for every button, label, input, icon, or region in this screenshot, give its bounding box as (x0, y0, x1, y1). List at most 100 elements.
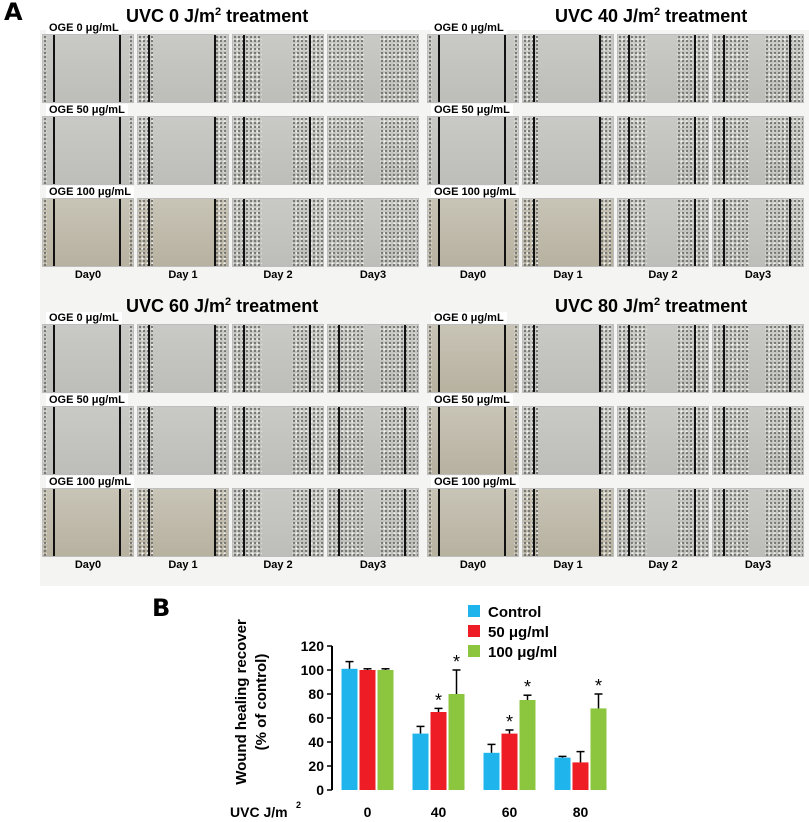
row-label: OGE 100 μg/mL (431, 186, 519, 198)
scratch-boundary-line (243, 117, 245, 184)
scratch-boundary-line (694, 199, 696, 266)
micrograph (712, 324, 804, 393)
significance-star: * (435, 690, 442, 710)
scratch-boundary-line (309, 325, 311, 392)
scratch-boundary-line (214, 35, 216, 102)
micrograph (232, 488, 324, 557)
quadrant-1: UVC 40 J/m2 treatment OGE 0 μg/mL OGE 50 μ… (425, 6, 808, 281)
micrograph (137, 324, 229, 393)
scratch-boundary-line (694, 489, 696, 556)
quadrant-2: UVC 60 J/m2 treatment OGE 0 μg/mL OGE 50 μ… (40, 296, 423, 571)
scratch-boundary-line (148, 35, 150, 102)
scratch-boundary-line (214, 117, 216, 184)
x-axis-label-sup: 2 (296, 800, 301, 810)
scratch-boundary-line (628, 325, 630, 392)
scratch-boundary-line (723, 35, 725, 102)
micrograph (427, 488, 519, 557)
micrograph (617, 324, 709, 393)
significance-star: * (453, 652, 460, 672)
scratch-boundary-line (214, 325, 216, 392)
day-label: Day 1 (168, 559, 198, 571)
y-tick-label: 100 (301, 662, 325, 678)
y-axis-label-units: (% of control) (253, 654, 270, 751)
micrograph (327, 488, 419, 557)
scratch-boundary-line (404, 407, 406, 474)
scratch-boundary-line (404, 489, 406, 556)
bar-100-g-ml (590, 708, 607, 790)
day-label: Day0 (459, 269, 487, 281)
day-label: Day3 (359, 559, 387, 571)
micrograph (42, 406, 134, 475)
micrograph (617, 34, 709, 103)
micrograph (522, 34, 614, 103)
row-label: OGE 0 μg/mL (46, 22, 122, 34)
scratch-boundary-line (119, 117, 121, 184)
day-label: Day0 (74, 559, 102, 571)
micrograph (137, 198, 229, 267)
quadrant-title: UVC 80 J/m2 treatment (555, 296, 748, 316)
row-label: OGE 50 μg/mL (431, 394, 513, 406)
scratch-boundary-line (789, 325, 791, 392)
scratch-boundary-line (694, 407, 696, 474)
micrograph (327, 116, 419, 185)
scratch-boundary-line (789, 117, 791, 184)
scratch-boundary-line (533, 117, 535, 184)
bar-100-g-ml (519, 700, 536, 790)
micrograph (327, 324, 419, 393)
micrograph (617, 116, 709, 185)
micrograph (327, 406, 419, 475)
micrograph (712, 406, 804, 475)
bar-control (554, 757, 571, 790)
scratch-boundary-line (148, 325, 150, 392)
day-label: Day3 (744, 269, 772, 281)
scratch-boundary-line (119, 407, 121, 474)
y-axis-label: Wound healing recover (233, 619, 250, 785)
micrograph (137, 34, 229, 103)
day-label: Day0 (459, 559, 487, 571)
x-tick-label: 60 (502, 804, 518, 820)
scratch-boundary-line (338, 489, 340, 556)
micrograph (712, 198, 804, 267)
micrograph (42, 34, 134, 103)
micrograph (42, 198, 134, 267)
micrograph (232, 324, 324, 393)
panel-a-label: A (4, 0, 23, 26)
significance-star: * (524, 677, 531, 697)
bar-50-g-ml (572, 762, 589, 790)
scratch-boundary-line (243, 407, 245, 474)
day-label: Day0 (74, 269, 102, 281)
legend-label: Control (488, 604, 541, 621)
scratch-boundary-line (309, 489, 311, 556)
bar-100-g-ml (448, 694, 465, 790)
scratch-boundary-line (628, 199, 630, 266)
y-tick-label: 20 (308, 758, 324, 774)
micrograph (137, 116, 229, 185)
row-label: OGE 0 μg/mL (431, 22, 507, 34)
scratch-boundary-line (404, 325, 406, 392)
scratch-boundary-line (628, 489, 630, 556)
scratch-boundary-line (599, 489, 601, 556)
y-tick-label: 0 (316, 782, 324, 798)
micrograph (427, 116, 519, 185)
scratch-boundary-line (723, 199, 725, 266)
bar-50-g-ml (501, 733, 518, 790)
row-label: OGE 50 μg/mL (46, 394, 128, 406)
scratch-boundary-line (533, 35, 535, 102)
day-label: Day 1 (553, 269, 583, 281)
scratch-boundary-line (533, 199, 535, 266)
row-label: OGE 0 μg/mL (431, 312, 507, 324)
quadrant-title: UVC 0 J/m2 treatment (126, 6, 309, 26)
scratch-boundary-line (438, 35, 440, 102)
scratch-boundary-line (214, 407, 216, 474)
scratch-boundary-line (119, 489, 121, 556)
legend-swatch (468, 645, 480, 657)
scratch-boundary-line (504, 117, 506, 184)
scratch-boundary-line (599, 199, 601, 266)
day-label: Day 2 (648, 559, 678, 571)
micrograph (712, 34, 804, 103)
micrograph (522, 116, 614, 185)
scratch-boundary-line (628, 407, 630, 474)
micrograph (617, 406, 709, 475)
scratch-boundary-line (723, 325, 725, 392)
